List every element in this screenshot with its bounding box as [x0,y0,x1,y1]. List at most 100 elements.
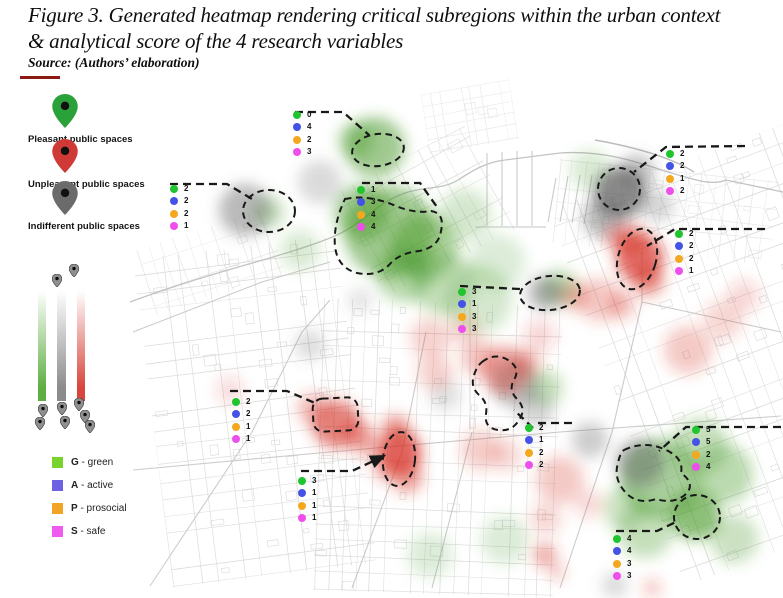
mini-pin-icon [37,403,49,422]
score-value: 4 [627,534,632,543]
score-value: 1 [246,421,251,431]
heat-blob [575,490,603,518]
score-dot [298,501,306,510]
score-row: 2 [232,398,250,406]
score-box: 3 1 1 1 [298,477,316,522]
score-box: 1 3 4 4 [357,186,375,231]
score-dot [692,450,700,459]
score-row: 5 [692,426,710,434]
variable-name: - safe [77,525,106,537]
leader-line [170,182,253,200]
leader-line [633,144,746,173]
score-dot [232,398,240,406]
score-row: 2 [666,162,684,171]
score-row: 3 [357,198,375,207]
score-dot [293,147,301,156]
red-pin-icon [52,139,148,178]
caption-rule [20,76,60,79]
variable-swatch [52,479,63,491]
score-dot [357,186,365,194]
score-dot [525,448,533,457]
leader-line [295,110,370,136]
critical-subregion-outline [615,444,691,502]
heat-blob [461,340,497,376]
score-dot [298,513,306,522]
breakwater [594,139,695,173]
score-value: 4 [371,221,376,231]
score-value: 1 [680,173,685,183]
score-row: 0 [293,111,311,119]
score-row: 3 [293,147,311,156]
score-box: 4 4 3 3 [613,535,631,580]
heat-blob [219,184,271,236]
score-value: 1 [689,265,694,275]
score-row: 3 [458,312,476,321]
score-row: 1 [525,436,543,445]
heat-blob [533,543,557,567]
score-dot [293,111,301,119]
score-row: 2 [666,150,684,158]
score-value: 1 [371,185,376,194]
score-dot [675,230,683,238]
leader-line [230,389,316,405]
score-dot [692,438,700,447]
score-dot [675,266,683,275]
pin-legend-item: Unpleasant public spaces [16,139,148,190]
heat-blob [672,418,728,474]
heat-blob [490,439,522,471]
score-dot [170,197,178,206]
score-row: 2 [692,450,710,459]
score-dot [675,242,683,251]
heat-blob [298,160,342,204]
mini-pin-icon [56,401,68,420]
score-value: 4 [627,546,632,556]
score-value: 2 [246,397,251,406]
score-row: 5 [692,437,711,447]
score-row: 1 [298,488,317,498]
heat-blob [518,392,554,428]
score-row: 1 [675,265,694,275]
score-value: 4 [706,461,711,471]
caption-line-1: Figure 3. Generated heatmap rendering cr… [28,3,721,27]
score-row: 2 [525,424,543,432]
score-row: 4 [613,535,631,543]
score-value: 2 [680,185,685,195]
variable-name: - green [78,456,114,468]
variable-key: P [71,502,78,514]
score-value: 1 [312,488,317,498]
score-dot [613,547,621,556]
score-box: 2 1 2 2 [525,424,543,469]
variable-label: P - prosocial [71,503,127,514]
score-value: 1 [312,512,317,522]
score-value: 5 [706,437,711,447]
score-row: 4 [357,210,375,219]
score-dot [675,254,683,263]
score-box: 0 4 2 3 [293,111,311,156]
score-row: 3 [458,324,476,333]
heat-blob [408,533,452,577]
heat-blob [382,415,410,443]
pin-legend-label: Pleasant public spaces [28,134,133,145]
pin-legend-label: Indifferent public spaces [28,221,140,232]
score-dot [666,174,674,183]
heat-blob [391,461,423,493]
heat-blob [376,246,432,302]
heat-blob [728,280,760,312]
score-value: 2 [539,447,544,457]
green-pin-icon [52,94,148,133]
score-dot [170,221,178,230]
indifferent-intensity-bar [57,291,66,401]
leader-line [459,284,521,291]
heat-blob [524,319,556,351]
score-row: 2 [675,242,693,251]
heat-blob [536,456,584,504]
score-dot [293,123,301,132]
score-dot [357,198,365,207]
score-value: 2 [689,253,694,263]
pin-legend-item: Pleasant public spaces [16,94,148,145]
score-box: 2 2 1 2 [666,150,684,195]
variable-swatch [52,502,63,514]
score-dot [357,222,365,231]
score-dot [357,210,365,219]
score-value: 2 [539,459,544,469]
